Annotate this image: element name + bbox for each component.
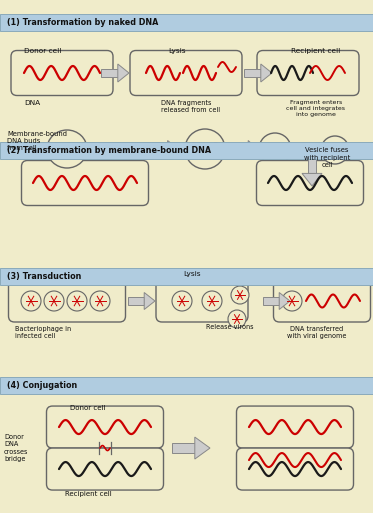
Text: Lysis: Lysis [168,48,185,54]
Text: Fragment enters
cell and integrates
into genome: Fragment enters cell and integrates into… [286,100,345,117]
Polygon shape [101,69,118,77]
Polygon shape [195,437,210,459]
Ellipse shape [90,291,110,311]
FancyBboxPatch shape [47,406,163,448]
FancyBboxPatch shape [257,50,359,95]
FancyBboxPatch shape [273,280,370,322]
Polygon shape [261,64,272,82]
Text: Lysis: Lysis [183,271,201,277]
Polygon shape [302,173,322,186]
Text: Release virons: Release virons [206,324,254,330]
Bar [0,142,373,159]
Ellipse shape [282,291,302,311]
Text: (1) Transformation by naked DNA: (1) Transformation by naked DNA [7,18,159,27]
Text: Recipient cell: Recipient cell [291,48,340,54]
FancyBboxPatch shape [9,280,125,322]
Polygon shape [248,141,257,157]
Text: Donor cell: Donor cell [24,48,62,54]
Polygon shape [279,292,290,309]
Polygon shape [235,145,248,153]
Polygon shape [118,64,129,82]
Polygon shape [244,69,261,77]
FancyBboxPatch shape [22,161,148,206]
Ellipse shape [259,133,291,165]
Ellipse shape [231,286,249,304]
Polygon shape [152,145,167,153]
Text: (4) Conjugation: (4) Conjugation [7,381,77,390]
Polygon shape [144,292,155,309]
Text: (3) Transduction: (3) Transduction [7,272,81,281]
Text: Membrane-bound
DNA buds
from cell: Membrane-bound DNA buds from cell [7,131,67,151]
Ellipse shape [228,310,246,328]
Ellipse shape [202,291,222,311]
Polygon shape [308,158,316,173]
Text: Vesicle fuses
with recipient
cell: Vesicle fuses with recipient cell [304,147,350,168]
FancyBboxPatch shape [130,50,242,95]
Text: Bacteriophage in
infected cell: Bacteriophage in infected cell [15,326,71,339]
FancyBboxPatch shape [11,50,113,95]
Polygon shape [172,443,195,453]
Text: Donor cell: Donor cell [70,405,106,411]
Text: (2) Transformation by membrane-bound DNA: (2) Transformation by membrane-bound DNA [7,146,211,155]
FancyBboxPatch shape [47,448,163,490]
FancyBboxPatch shape [257,161,364,206]
FancyBboxPatch shape [156,280,248,322]
FancyBboxPatch shape [236,448,354,490]
Ellipse shape [67,291,87,311]
Text: DNA fragments
released from cell: DNA fragments released from cell [161,100,220,113]
Bar [0,268,373,285]
FancyBboxPatch shape [236,406,354,448]
Ellipse shape [321,136,349,164]
Bar [0,14,373,31]
Ellipse shape [172,291,192,311]
Text: DNA: DNA [24,100,40,106]
Bar [0,377,373,393]
Polygon shape [167,141,178,157]
Polygon shape [263,297,279,305]
Ellipse shape [185,129,225,169]
Polygon shape [128,297,144,305]
Text: Donor
DNA
crosses
bridge: Donor DNA crosses bridge [4,434,28,462]
Text: Recipient cell: Recipient cell [65,491,112,497]
Ellipse shape [21,291,41,311]
Ellipse shape [44,291,64,311]
Ellipse shape [47,130,87,168]
Text: DNA transferred
with viral genome: DNA transferred with viral genome [287,326,347,339]
